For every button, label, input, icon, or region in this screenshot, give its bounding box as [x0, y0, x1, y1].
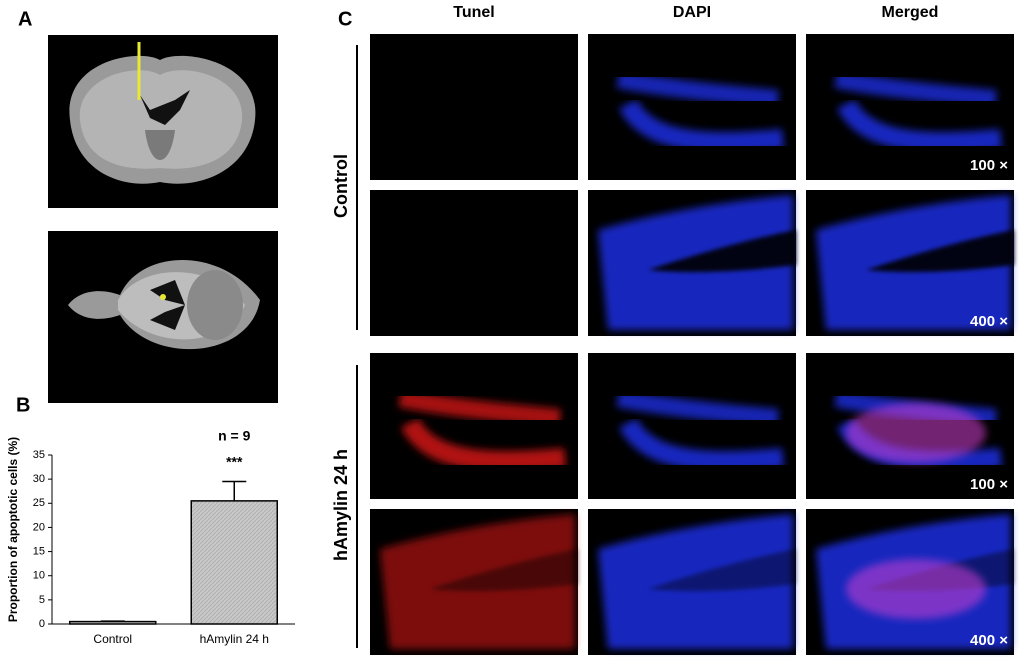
panel-label: A [18, 8, 32, 30]
overlap [846, 403, 986, 463]
tissue [837, 98, 1002, 153]
column-header: Merged [882, 4, 939, 21]
y-tick-label: 25 [33, 497, 45, 509]
x-tick-label: hAmylin 24 h [200, 632, 269, 646]
y-tick-label: 15 [33, 545, 45, 557]
group-label: hAmylin 24 h [331, 449, 351, 561]
tissue [616, 389, 779, 427]
micrograph [370, 34, 578, 180]
x-tick-label: Control [93, 632, 132, 646]
annotation: n = 9 [218, 428, 251, 444]
micrograph [370, 190, 578, 336]
micrograph [806, 509, 1014, 655]
bar [69, 620, 157, 625]
y-tick-label: 10 [33, 570, 45, 582]
magnification: 400 × [970, 632, 1008, 649]
column-header: DAPI [673, 4, 711, 21]
tissue [834, 70, 997, 108]
magnification: 100 × [970, 476, 1008, 493]
y-tick-label: 35 [33, 449, 45, 461]
panel-label: B [16, 394, 30, 416]
micrograph-bg [588, 34, 796, 180]
brain-coronal [48, 35, 278, 208]
micrograph [806, 34, 1014, 180]
gap [430, 549, 578, 592]
y-tick-label: 0 [39, 618, 45, 630]
micrograph [588, 190, 796, 336]
tissue [619, 98, 784, 153]
micrograph [588, 509, 796, 655]
bar-chart: 0 5 10 15 20 25 30 35 Proportion of apoptotic ce… [6, 428, 295, 646]
error-bar [222, 480, 247, 501]
y-tick-label: 30 [33, 473, 45, 485]
gap [648, 549, 796, 592]
micrograph [806, 353, 1014, 499]
gap [648, 230, 796, 273]
micrograph [806, 190, 1014, 336]
micrograph-bg [370, 190, 578, 336]
y-tick-label: 20 [33, 521, 45, 533]
micrograph-bg [370, 353, 578, 499]
micrograph-bg [588, 353, 796, 499]
tissue [616, 70, 779, 108]
overlap [846, 559, 986, 619]
bar [190, 500, 278, 625]
tissue [398, 389, 561, 427]
micrograph [370, 353, 578, 499]
y-axis-label: Proportion of apoptotic cells (%) [6, 437, 20, 622]
gap [866, 230, 1014, 273]
tissue [401, 417, 566, 472]
group-label: Control [331, 154, 351, 218]
tissue [619, 417, 784, 472]
micrograph [588, 34, 796, 180]
micrograph-grid: 100 × 400 × 100 × 400 × [370, 34, 1014, 655]
y-tick-label: 5 [39, 594, 45, 606]
micrograph-bg [370, 34, 578, 180]
annotation: *** [226, 454, 243, 470]
column-header: Tunel [453, 4, 494, 21]
micrograph [588, 353, 796, 499]
micrograph [370, 509, 578, 655]
panel-label: C [338, 8, 352, 30]
brain-horizontal [48, 231, 278, 403]
magnification: 400 × [970, 313, 1008, 330]
magnification: 100 × [970, 157, 1008, 174]
